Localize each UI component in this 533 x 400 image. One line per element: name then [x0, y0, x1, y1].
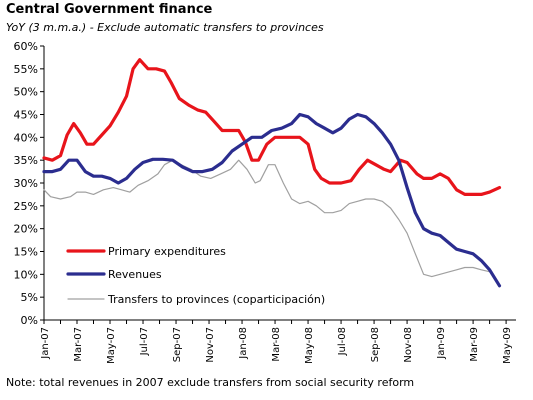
- y-tick-label: 15%: [14, 246, 38, 259]
- chart-note: Note: total revenues in 2007 exclude tra…: [6, 376, 415, 389]
- chart-legend: Primary expenditures Revenues Transfers to…: [66, 245, 325, 306]
- x-tick-label: Jul-08: [337, 327, 348, 356]
- x-tick-label: May-08: [304, 327, 315, 364]
- y-tick-label: 55%: [14, 63, 38, 76]
- x-tick-label: May-07: [106, 327, 117, 364]
- y-tick-label: 60%: [14, 40, 38, 53]
- y-tick-label: 30%: [14, 177, 38, 190]
- chart-title: Central Government finance: [6, 2, 213, 17]
- series-line-revenues: [42, 112, 502, 288]
- x-tick-label: Jan-08: [238, 327, 249, 360]
- legend-label-revenues: Revenues: [108, 268, 162, 281]
- x-tick-label: Sep-08: [370, 327, 381, 362]
- y-tick-label: 10%: [14, 268, 38, 281]
- x-tick-label: Jan-09: [436, 327, 447, 360]
- series-line-transfers: [43, 159, 492, 278]
- y-tick-label: 45%: [14, 109, 38, 122]
- chart-series: [42, 58, 502, 288]
- x-tick-label: Mar-07: [73, 327, 84, 362]
- y-tick-label: 20%: [14, 223, 38, 236]
- legend-label-primary: Primary expenditures: [108, 245, 226, 258]
- x-tick-label: Nov-07: [205, 327, 216, 363]
- y-tick-label: 5%: [21, 291, 38, 304]
- x-tick-label: Jul-07: [139, 327, 150, 356]
- x-tick-label: Mar-08: [271, 327, 282, 362]
- chart-axes: 0% 5% 10% 15% 20% 25% 30% 35% 40% 45% 50% 55% 60% Jan…: [14, 40, 516, 364]
- x-tick-label: Mar-09: [469, 327, 480, 362]
- x-tick-label: Sep-07: [172, 327, 183, 362]
- x-tick-label: May-09: [502, 327, 513, 364]
- series-line-primary: [42, 58, 502, 196]
- y-tick-label: 40%: [14, 131, 38, 144]
- legend-label-transfers: Transfers to provinces (coparticipación): [107, 293, 325, 306]
- x-tick-label: Nov-08: [403, 327, 414, 363]
- chart-subtitle: YoY (3 m.m.a.) - Exclude automatic trans…: [6, 21, 324, 34]
- y-tick-label: 50%: [14, 86, 38, 99]
- y-tick-label: 0%: [21, 314, 38, 327]
- y-tick-label: 35%: [14, 154, 38, 167]
- y-tick-label: 25%: [14, 200, 38, 213]
- x-tick-label: Jan-07: [40, 327, 51, 360]
